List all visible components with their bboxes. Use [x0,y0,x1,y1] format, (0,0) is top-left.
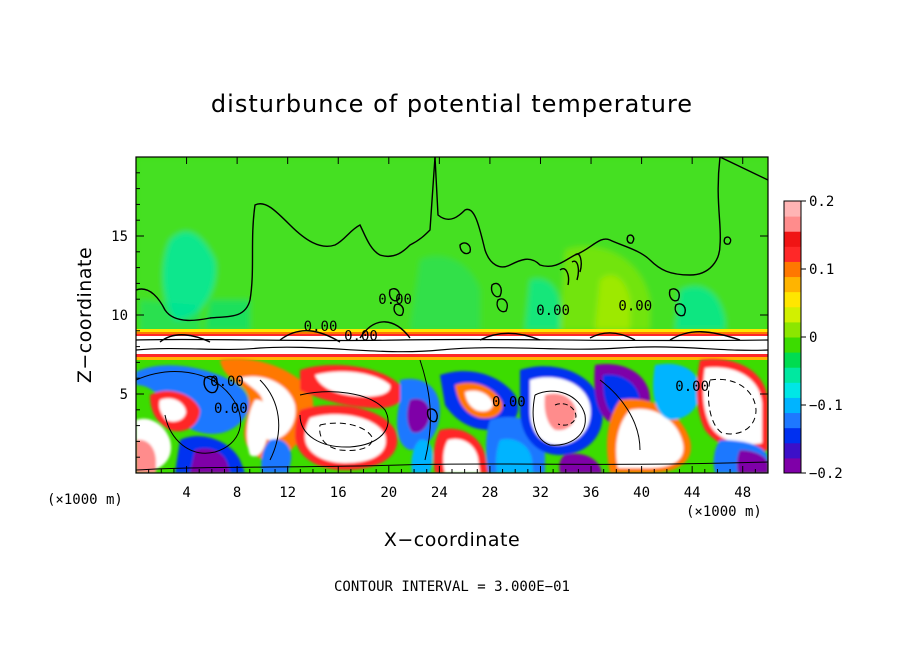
x-tick-label: 20 [380,485,397,501]
colorbar-swatch [784,231,801,247]
contour-interval-note: CONTOUR INTERVAL = 3.000E−01 [334,579,570,595]
x-tick-label: 12 [279,485,296,501]
colorbar-ticks: 0.2 0.1 0 −0.1 −0.2 [801,194,843,482]
colorbar-swatch [784,457,801,474]
chart-title: disturbunce of potential temperature [211,90,693,118]
colorbar-tick-label: 0.2 [809,194,834,210]
y-tick-label: 10 [111,308,128,324]
y-axis-label: Z−coordinate [74,247,96,383]
x-tick-label: 36 [583,485,600,501]
x-tick-label: 16 [330,485,347,501]
contour-label: 0.00 [675,379,709,395]
colorbar-swatch [784,276,801,293]
contour-lines [136,157,768,471]
x-tick-label: 44 [684,485,701,501]
y-axis: 5 10 15 [111,172,768,458]
x-tick-label: 28 [481,485,498,501]
colorbar [784,201,801,474]
colorbar-swatch [784,397,801,414]
contour-label: 0.00 [214,401,248,417]
contour-label: 0.00 [536,303,570,319]
colorbar-swatch [784,201,801,217]
y-tick-label: 5 [120,387,128,403]
contour-labels: 0.00 0.00 0.00 0.00 0.00 0.00 0.00 0.00 0.00 [210,292,709,417]
colorbar-swatch [784,291,801,308]
colorbar-swatch [784,427,801,444]
contour-label: 0.00 [618,298,652,314]
x-tick-label: 32 [532,485,549,501]
colorbar-tick-label: −0.1 [809,398,843,414]
colorbar-tick-label: −0.2 [809,466,843,482]
x-axis-label: X−coordinate [384,529,520,551]
colorbar-tick-label: 0 [809,330,817,346]
colorbar-swatch [784,261,801,278]
y-tick-label: 15 [111,229,128,245]
x-unit-label: (×1000 m) [686,504,762,520]
contour-label: 0.00 [378,292,412,308]
colorbar-swatch [784,321,801,338]
x-tick-label: 8 [233,485,241,501]
colorbar-tick-label: 0.1 [809,262,834,278]
colorbar-swatch [784,367,801,383]
colorbar-swatch [784,337,801,353]
colorbar-swatch [784,412,801,429]
colorbar-swatch [784,382,801,398]
contour-label: 0.00 [492,395,526,411]
contour-label: 0.00 [304,319,338,335]
contour-label: 0.00 [344,328,378,344]
x-tick-label: 40 [633,485,650,501]
x-tick-label: 24 [431,485,448,501]
colorbar-swatch [784,352,801,368]
colorbar-swatch [784,246,801,262]
x-axis: 4 8 12 16 20 24 28 32 36 40 44 48 [148,157,756,501]
contour-label: 0.00 [210,374,244,390]
colorbar-swatch [784,216,801,232]
y-unit-label: (×1000 m) [47,492,123,508]
x-tick-label: 4 [182,485,190,501]
colorbar-swatch [784,306,801,323]
colorbar-swatch [784,442,801,459]
heatmap-field [136,157,768,473]
x-tick-label: 48 [734,485,751,501]
